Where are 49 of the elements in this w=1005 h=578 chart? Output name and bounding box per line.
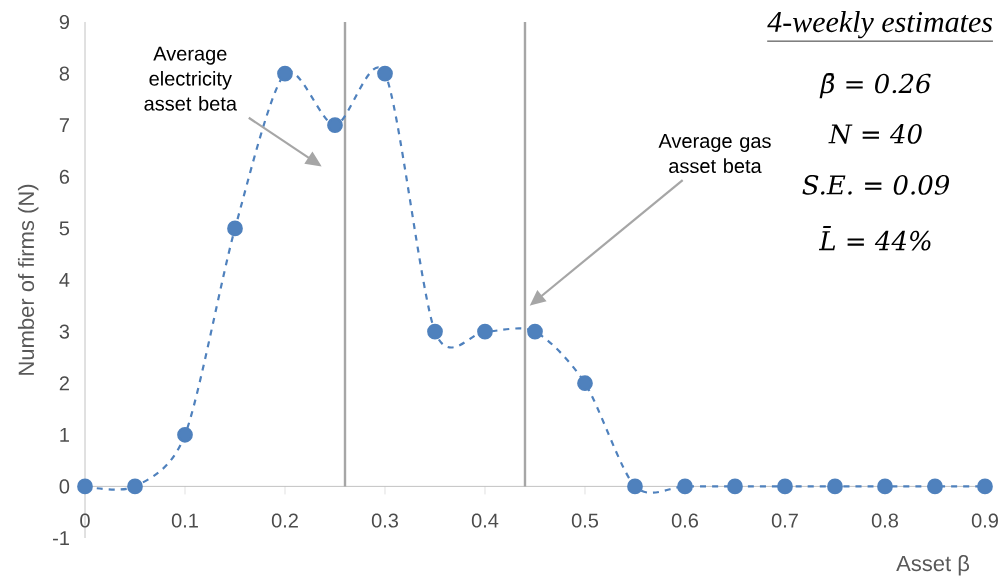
- y-tick-label: -1: [53, 531, 69, 545]
- y-tick-label: 6: [59, 169, 70, 184]
- x-tick-label: 0.8: [871, 513, 899, 528]
- point: [427, 323, 443, 340]
- y-tick-label: 3: [59, 324, 70, 339]
- point: [77, 478, 93, 495]
- x-tick-label: 0: [80, 513, 90, 528]
- point: [477, 323, 493, 340]
- x-tick-label: 0.5: [571, 513, 599, 528]
- annotation: 4-weekly estimates: [767, 11, 993, 39]
- x-tick-label: 0.2: [271, 513, 298, 528]
- point: [277, 65, 293, 82]
- y-tick-label: 1: [60, 427, 69, 442]
- annotation: N = 40: [828, 124, 922, 144]
- annotation: β̄ = 0.26: [819, 73, 931, 99]
- point: [877, 478, 893, 495]
- x-tick-label: 0.3: [371, 513, 399, 528]
- point: [827, 478, 843, 495]
- annotation: Average gas asset beta: [658, 134, 771, 174]
- annotation: L̄ = 44%: [818, 226, 931, 251]
- y-tick-label: 7: [59, 118, 69, 133]
- x-tick-label: 0.7: [771, 513, 798, 528]
- point: [527, 323, 543, 340]
- y-tick-label: 9: [59, 14, 69, 30]
- point: [977, 478, 993, 495]
- y-tick-label: 4: [59, 273, 70, 287]
- point: [677, 478, 693, 495]
- annotation: S.E. = 0.09: [802, 175, 950, 195]
- point: [927, 478, 943, 495]
- x-tick-label: 0.6: [671, 513, 699, 528]
- point: [127, 478, 143, 495]
- point: [377, 65, 393, 82]
- point: [227, 220, 243, 237]
- point: [627, 478, 643, 495]
- annotation: Average electricity asset beta: [144, 46, 237, 111]
- y-tick-label: 0: [59, 479, 70, 494]
- x-axis-title: Asset β: [896, 555, 970, 576]
- point: [327, 117, 343, 134]
- x-tick-label: 0.1: [171, 513, 198, 528]
- y-axis-title: Number of firms (N): [17, 184, 39, 375]
- y-tick-label: 5: [59, 221, 70, 236]
- point: [177, 426, 193, 443]
- y-tick-label: 8: [59, 66, 70, 81]
- x-tick-label: 0.9: [971, 513, 998, 528]
- point: [727, 478, 743, 495]
- y-tick-label: 2: [59, 376, 69, 391]
- point: [777, 478, 793, 495]
- x-tick-label: 0.4: [471, 513, 499, 528]
- point: [577, 375, 593, 392]
